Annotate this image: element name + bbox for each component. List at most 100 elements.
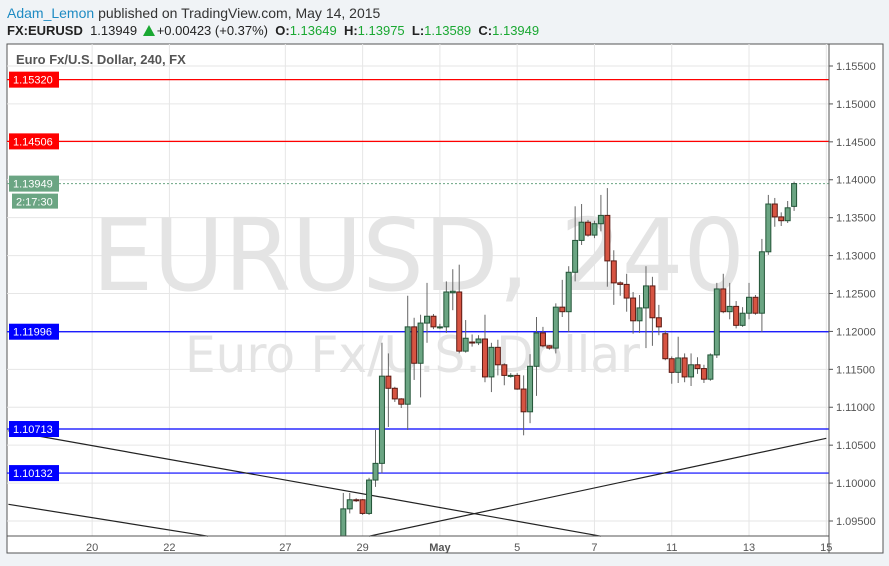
candle-down: [720, 288, 727, 313]
y-tick-label: 1.14000: [836, 175, 876, 187]
candle-up: [758, 251, 765, 314]
candle-down: [649, 285, 656, 319]
y-tick-label: 1.15500: [836, 61, 876, 73]
candle-down: [752, 296, 759, 314]
candle-up: [488, 346, 495, 378]
x-tick-label: 22: [163, 542, 175, 554]
candle-up: [417, 322, 424, 364]
last-price-label: 1.13949: [13, 179, 53, 191]
candle-down: [668, 358, 675, 373]
candle-down: [700, 368, 707, 380]
candle-up: [597, 214, 604, 225]
candle-down: [617, 282, 624, 285]
candle-up: [552, 306, 559, 349]
level-price-label: 1.11996: [13, 327, 52, 339]
candle-up: [765, 203, 772, 253]
candle-down: [733, 305, 740, 326]
y-tick-label: 1.11500: [836, 364, 875, 376]
candle-down: [778, 216, 785, 222]
candle-up: [739, 312, 746, 326]
last-price-tag: [9, 175, 59, 192]
candle-up: [533, 332, 540, 367]
level-price-label: 1.14506: [13, 136, 53, 148]
candle-down: [630, 297, 637, 322]
triangle-up-icon: [142, 25, 155, 36]
author-link[interactable]: Adam_Lemon: [7, 5, 95, 21]
candle-down: [359, 499, 366, 514]
candle-down: [546, 345, 553, 349]
x-tick-label: 29: [356, 542, 368, 554]
countdown-tag: [12, 193, 58, 209]
x-tick-label: 5: [514, 542, 520, 554]
candle-up: [462, 337, 469, 352]
close-label: C:: [478, 23, 493, 38]
y-tick-label: 1.10500: [836, 440, 876, 452]
candle-up: [378, 375, 385, 464]
level-price-label: 1.10713: [13, 424, 53, 436]
candle-down: [430, 315, 437, 328]
candle-down: [398, 398, 405, 405]
candle-down: [494, 346, 501, 366]
candle-up: [675, 357, 682, 373]
candle-up: [449, 290, 456, 294]
candle-down: [411, 326, 418, 364]
y-tick-label: 1.13500: [836, 213, 876, 225]
last-price: 1.13949: [90, 23, 138, 38]
level-price-tag: [9, 421, 59, 438]
candle-up: [572, 239, 579, 273]
candle-down: [391, 387, 398, 400]
candle-down: [539, 332, 546, 347]
candle-up: [424, 315, 431, 324]
x-tick-label: 13: [743, 542, 755, 554]
candle-up: [784, 207, 791, 222]
candle-up: [746, 296, 753, 314]
trendline: [368, 437, 827, 537]
y-tick-label: 1.13000: [836, 251, 876, 263]
symbol: FX:EURUSD: [7, 23, 83, 38]
x-tick-label: 11: [666, 542, 677, 554]
y-tick-label: 1.11000: [836, 402, 875, 414]
candle-up: [707, 354, 714, 380]
candle-down: [559, 306, 566, 313]
low-label: L:: [411, 23, 425, 38]
candle-down: [501, 364, 508, 376]
candle-up: [713, 288, 720, 356]
y-tick-label: 1.12000: [836, 326, 876, 338]
y-tick-label: 1.14500: [836, 137, 876, 149]
candle-down: [610, 260, 617, 284]
candle-up: [642, 285, 649, 309]
candle-down: [520, 388, 527, 413]
candle-down: [771, 203, 778, 218]
trendline: [8, 503, 209, 537]
candle-up: [565, 271, 572, 313]
published-text: published on TradingView.com, May 14, 20…: [98, 5, 381, 21]
candle-down: [456, 291, 463, 352]
publish-info: Adam_Lemon published on TradingView.com,…: [7, 5, 380, 21]
candle-up: [527, 365, 534, 413]
candle-up: [507, 374, 514, 377]
candle-down: [385, 375, 392, 389]
low-value: 1.13589: [424, 23, 472, 38]
level-price-label: 1.10132: [13, 468, 53, 480]
close-value: 1.13949: [492, 23, 540, 38]
x-tick-label: 27: [279, 542, 291, 554]
candle-up: [340, 508, 347, 537]
candle-up: [475, 338, 482, 344]
high-label: H:: [343, 23, 358, 38]
bar-countdown: 2:17:30: [16, 197, 53, 209]
y-tick-label: 1.12500: [836, 288, 876, 300]
price-change: +0.00423 (+0.37%): [156, 23, 269, 38]
open-label: O:: [275, 23, 290, 38]
x-tick-label: May: [429, 542, 451, 554]
candle-up: [372, 462, 379, 481]
level-price-tag: [9, 323, 59, 340]
chart-title: Euro Fx/U.S. Dollar, 240, FX: [16, 52, 186, 67]
candle-up: [346, 499, 353, 510]
level-price-tag: [9, 133, 59, 150]
candle-down: [694, 364, 701, 370]
level-price-label: 1.15320: [13, 75, 53, 87]
watermark-symbol: EURUSD, 240: [92, 197, 745, 314]
candle-up: [791, 183, 798, 207]
